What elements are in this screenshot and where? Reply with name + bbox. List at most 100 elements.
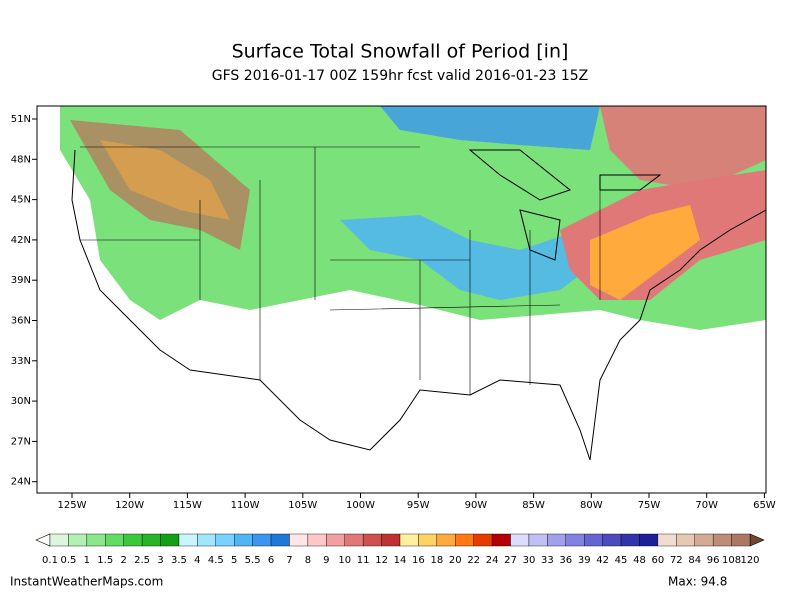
- lon-label: 120W: [115, 500, 144, 511]
- lon-label: 85W: [522, 500, 545, 511]
- colorbar-swatch: [510, 533, 530, 547]
- lat-label: 45N: [11, 195, 31, 206]
- colorbar-low-arrow: [35, 533, 51, 547]
- colorbar-label: 48: [633, 555, 646, 566]
- subtitle: GFS 2016-01-17 00Z 159hr fcst valid 2016…: [212, 68, 589, 84]
- colorbar-label: 60: [652, 555, 665, 566]
- lat-label: 33N: [11, 356, 31, 367]
- colorbar-swatch: [307, 533, 327, 547]
- colorbar-label: 24: [486, 555, 499, 566]
- colorbar-swatch: [105, 533, 124, 547]
- colorbar-label: 14: [394, 555, 407, 566]
- state-borders: [80, 146, 601, 395]
- colorbar-swatch: [676, 533, 695, 547]
- colorbar-swatch: [584, 533, 603, 547]
- colorbar-label: 2: [120, 555, 126, 566]
- axes: 51N 48N 45N 42N 39N 36N 33N 30N 27N 24N 125W 120W 11…: [11, 114, 776, 511]
- colorbar-swatch: [362, 533, 382, 547]
- colorbar-swatch: [565, 533, 585, 547]
- colorbar-swatch: [86, 533, 106, 547]
- colorbar-label: 5: [231, 555, 237, 566]
- colorbar-label: 16: [412, 555, 425, 566]
- lat-label: 39N: [11, 275, 31, 286]
- colorbar-swatch: [436, 533, 456, 547]
- colorbar-swatch: [491, 533, 511, 547]
- colorbar-swatch: [215, 533, 235, 547]
- colorbar-label: 96: [707, 555, 720, 566]
- great-lakes: [468, 149, 662, 261]
- lon-label: 115W: [173, 500, 202, 511]
- colorbar: 0.1 0.5 1 1.5 2 2.5 3 3.5 4 4.5 5 5.5 6 7 8 9 10 11 12 14 16…: [35, 533, 765, 566]
- colorbar-swatch: [712, 533, 732, 547]
- colorbar-label: 5.5: [245, 555, 261, 566]
- colorbar-label: 7: [286, 555, 292, 566]
- colorbar-swatch: [234, 533, 253, 547]
- colorbar-label: 36: [559, 555, 572, 566]
- max-value: Max: 94.8: [668, 575, 727, 589]
- colorbar-swatch: [252, 533, 272, 547]
- colorbar-swatch: [731, 533, 751, 547]
- colorbar-swatch: [528, 533, 548, 547]
- colorbar-label: 30: [523, 555, 536, 566]
- colorbar-label: 3: [157, 555, 163, 566]
- lon-label: 110W: [231, 500, 260, 511]
- colorbar-swatch: [657, 533, 677, 547]
- colorbar-swatch: [344, 533, 364, 547]
- lon-label: 105W: [288, 500, 317, 511]
- snow-blue-north: [380, 106, 600, 150]
- colorbar-label: 72: [670, 555, 683, 566]
- colorbar-label: 8: [305, 555, 311, 566]
- colorbar-high-arrow: [749, 533, 765, 547]
- colorbar-label: 108: [722, 555, 741, 566]
- lon-label: 95W: [407, 500, 430, 511]
- lat-label: 30N: [11, 396, 31, 407]
- colorbar-label: 10: [338, 555, 351, 566]
- colorbar-swatch: [399, 533, 419, 547]
- colorbar-swatch: [178, 533, 198, 547]
- colorbar-swatch: [547, 533, 566, 547]
- colorbar-label: 18: [430, 555, 443, 566]
- colorbar-swatch: [68, 533, 88, 547]
- snow-west-orange: [100, 140, 230, 220]
- colorbar-label: 22: [467, 555, 480, 566]
- colorbar-label: 45: [615, 555, 628, 566]
- colorbar-swatch: [418, 533, 438, 547]
- colorbar-swatch: [620, 533, 640, 547]
- lat-label: 24N: [11, 477, 31, 488]
- colorbar-label: 42: [596, 555, 609, 566]
- colorbar-swatch: [197, 533, 216, 547]
- snow-orange: [590, 205, 700, 300]
- colorbar-label: 33: [541, 555, 554, 566]
- colorbar-label: 20: [449, 555, 462, 566]
- colorbar-label: 1: [84, 555, 90, 566]
- colorbar-swatch: [694, 533, 714, 547]
- lat-label: 27N: [11, 436, 31, 447]
- colorbar-swatch: [455, 533, 474, 547]
- lon-label: 125W: [58, 500, 87, 511]
- colorbar-swatch: [289, 533, 309, 547]
- colorbar-swatch: [49, 533, 69, 547]
- colorbar-label: 4: [194, 555, 200, 566]
- lat-label: 42N: [11, 235, 31, 246]
- colorbar-label: 1.5: [97, 555, 113, 566]
- site-credit: InstantWeatherMaps.com: [10, 575, 163, 589]
- colorbar-swatch: [381, 533, 401, 547]
- lat-label: 51N: [11, 114, 31, 125]
- colorbar-label: 11: [357, 555, 370, 566]
- snow-red-north: [600, 106, 766, 190]
- colorbar-swatch: [639, 533, 659, 547]
- colorbar-label: 0.1: [42, 555, 58, 566]
- colorbar-swatch: [270, 533, 290, 547]
- lon-label: 75W: [638, 500, 661, 511]
- colorbar-swatch: [326, 533, 345, 547]
- colorbar-swatch: [160, 533, 180, 547]
- coastline: [71, 149, 766, 461]
- lon-label: 100W: [346, 500, 375, 511]
- lon-label: 90W: [465, 500, 488, 511]
- map: [36, 105, 767, 494]
- colorbar-label: 39: [578, 555, 591, 566]
- lat-label: 36N: [11, 316, 31, 327]
- colorbar-label: 27: [504, 555, 517, 566]
- colorbar-label: 6: [268, 555, 274, 566]
- colorbar-swatch: [123, 533, 143, 547]
